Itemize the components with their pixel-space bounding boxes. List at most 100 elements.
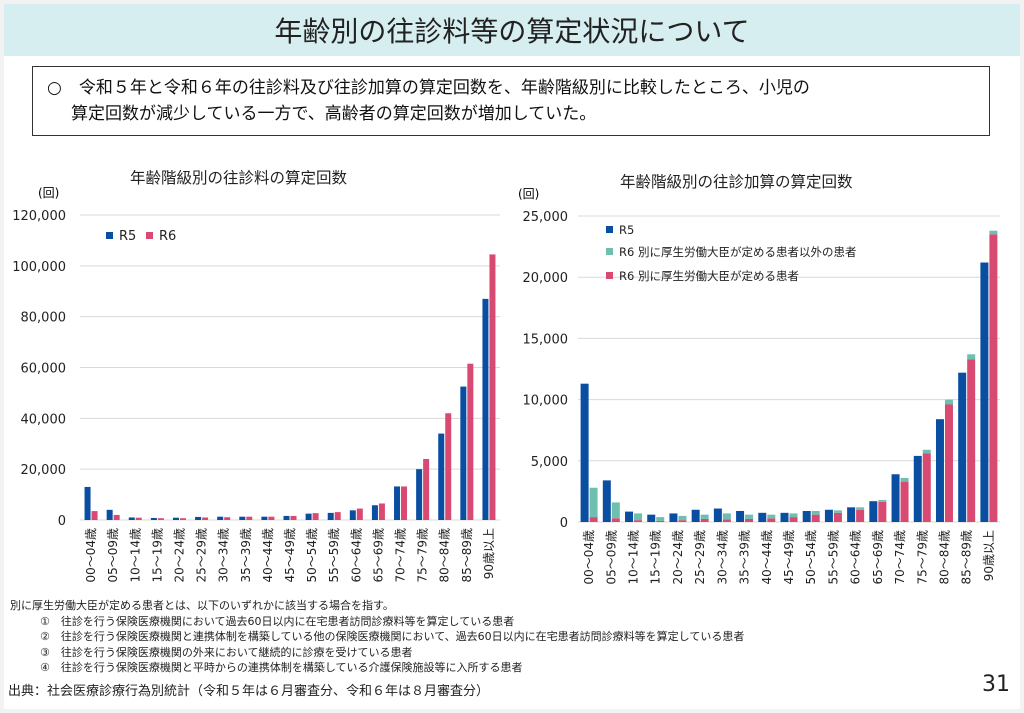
bar-r5 xyxy=(847,507,856,522)
bar-r6-other xyxy=(722,513,731,520)
bar-r5 xyxy=(913,455,922,522)
bar-r6 xyxy=(767,518,776,522)
x-tick-label: 50～54歳 xyxy=(305,528,319,583)
bar-r5 xyxy=(128,517,135,520)
legend-label: R5 xyxy=(119,229,136,244)
bar-r6 xyxy=(878,501,887,522)
bar-r6 xyxy=(91,511,98,520)
y-tick-label: 0 xyxy=(58,514,66,529)
bar-r6 xyxy=(378,503,385,520)
bar-r5 xyxy=(780,512,789,522)
bar-r6-other xyxy=(811,510,820,515)
x-tick-label: 65～69歳 xyxy=(871,530,885,585)
bar-r6-other xyxy=(878,499,887,502)
x-tick-label: 60～64歳 xyxy=(849,530,863,585)
bar-r6 xyxy=(489,254,496,521)
x-tick-label: 10～14歳 xyxy=(128,528,142,583)
bar-r6-other xyxy=(745,514,754,519)
x-tick-label: 70～74歳 xyxy=(394,528,408,583)
bar-r5 xyxy=(217,516,224,520)
legend-swatch xyxy=(606,272,613,279)
bar-r5 xyxy=(460,386,467,520)
bar-r5 xyxy=(172,517,179,520)
bar-r6 xyxy=(356,508,363,520)
bar-r5 xyxy=(869,501,878,522)
bar-r6-other xyxy=(589,487,598,518)
bar-r6 xyxy=(157,518,164,520)
bar-r5 xyxy=(736,510,745,522)
note-item: ① 往診を行う保険医療機関において過去60日以内に在宅患者訪問診療料等を算定して… xyxy=(40,614,515,628)
summary-line: ○ 令和５年と令和６年の往診料及び往診加算の算定回数を、年齢階級別に比較したとこ… xyxy=(47,78,810,98)
x-tick-label: 75～79歳 xyxy=(915,530,929,585)
bar-r6 xyxy=(811,514,820,522)
slide: 年齢別の往診料等の算定状況について ○ 令和５年と令和６年の往診料及び往診加算の… xyxy=(4,4,1020,709)
legend-label: R6 別に厚生労働大臣が定める患者以外の患者 xyxy=(619,245,856,259)
x-tick-label: 55～59歳 xyxy=(327,528,341,583)
legend-swatch xyxy=(146,232,153,239)
x-tick-label: 70～74歳 xyxy=(893,530,907,585)
x-tick-label: 15～19歳 xyxy=(649,530,663,585)
bar-r6-other xyxy=(656,517,665,521)
x-tick-label: 20～24歳 xyxy=(172,528,186,583)
x-tick-label: 25～29歳 xyxy=(693,530,707,585)
x-tick-label: 40～44歳 xyxy=(261,528,275,583)
y-tick-label: 120,000 xyxy=(12,209,66,224)
bar-r6 xyxy=(678,520,687,522)
bar-r5 xyxy=(958,372,967,522)
bar-r5 xyxy=(349,510,356,520)
note-item: ② 往診を行う保険医療機関と連携体制を構築している他の保険医療機関において、過去… xyxy=(40,630,745,643)
bar-r6 xyxy=(423,459,430,520)
x-tick-label: 15～19歳 xyxy=(150,528,164,583)
legend-label: R5 xyxy=(619,223,634,237)
x-tick-label: 25～29歳 xyxy=(195,528,209,583)
bar-r6 xyxy=(179,518,186,520)
bar-r5 xyxy=(482,298,489,520)
bar-r5 xyxy=(305,513,312,520)
bar-r6 xyxy=(700,518,709,522)
y-tick-label: 100,000 xyxy=(12,260,66,275)
bar-r6-other xyxy=(922,449,931,454)
x-tick-label: 60～64歳 xyxy=(349,528,363,583)
bar-r5 xyxy=(980,262,989,522)
page-title: 年齢別の往診料等の算定状況について xyxy=(4,4,1020,56)
bar-r6 xyxy=(833,512,842,522)
bar-r6-other xyxy=(967,354,976,360)
bar-r5 xyxy=(580,383,589,522)
x-tick-label: 75～79歳 xyxy=(416,528,430,583)
x-tick-label: 90歳以上 xyxy=(982,530,996,581)
x-tick-label: 65～69歳 xyxy=(371,528,385,583)
bar-r6-other xyxy=(634,513,643,521)
y-tick-label: 0 xyxy=(560,516,568,531)
source-note: 出典：社会医療診療行為別統計（令和５年は６月審査分、令和６年は８月審査分） xyxy=(8,684,490,699)
bar-r6 xyxy=(611,518,620,522)
bar-r6 xyxy=(445,413,452,520)
y-tick-label: 60,000 xyxy=(21,362,67,377)
bar-r6 xyxy=(634,520,643,522)
x-tick-label: 30～34歳 xyxy=(715,530,729,585)
bar-r5 xyxy=(691,509,700,522)
legend-label: R6 xyxy=(159,229,176,244)
bar-r6-other xyxy=(900,477,909,482)
x-tick-label: 45～49歳 xyxy=(782,530,796,585)
bar-r6-other xyxy=(678,515,687,521)
bar-r5 xyxy=(438,433,445,520)
bar-r6 xyxy=(224,517,231,520)
x-tick-label: 05～09歳 xyxy=(604,530,618,585)
bar-r6 xyxy=(312,513,319,520)
legend-label: R6 別に厚生労働大臣が定める患者 xyxy=(619,269,799,283)
x-tick-label: 85～89歳 xyxy=(960,530,974,585)
x-tick-label: 00～04歳 xyxy=(582,530,596,585)
legend-swatch xyxy=(606,248,613,255)
bar-r6-other xyxy=(944,399,953,405)
notes: 別に厚生労働大臣が定める患者とは、以下のいずれかに該当する場合を指す。 ① 往診… xyxy=(10,598,744,676)
bar-r6 xyxy=(722,519,731,522)
bar-r5 xyxy=(935,419,944,522)
bar-r5 xyxy=(824,509,833,522)
legend-swatch xyxy=(106,232,113,239)
bar-r6 xyxy=(113,514,120,520)
bar-r6-other xyxy=(767,514,776,519)
left-chart-title: 年齢階級別の往診料の算定回数 xyxy=(130,169,348,187)
x-tick-label: 50～54歳 xyxy=(804,530,818,585)
x-tick-label: 35～39歳 xyxy=(239,528,253,583)
bar-r6 xyxy=(268,516,275,520)
